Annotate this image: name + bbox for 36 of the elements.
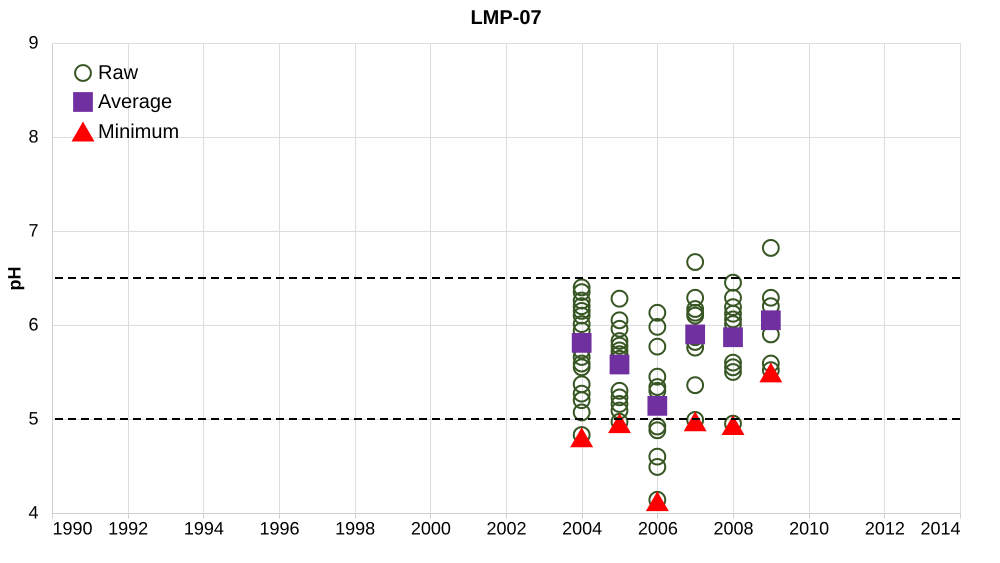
y-tick-label: 7 (28, 220, 38, 240)
x-tick-label: 1992 (108, 518, 148, 538)
point (723, 327, 743, 348)
x-tick-label: 2006 (638, 518, 678, 538)
x-tick-label: 2014 (920, 518, 960, 538)
y-tick-label: 6 (28, 314, 38, 334)
x-tick-label: 1998 (335, 518, 376, 538)
point (685, 324, 706, 344)
point (570, 428, 592, 448)
point (572, 332, 592, 353)
chart-title: LMP-07 (470, 7, 542, 29)
y-tick-label: 4 (28, 502, 38, 522)
y-tick-label: 8 (28, 126, 38, 146)
point (610, 354, 630, 374)
point (647, 396, 668, 416)
y-tick-label: 5 (28, 408, 38, 428)
point (760, 310, 781, 330)
x-tick-label: 2002 (486, 518, 527, 538)
x-tick-label: 2004 (562, 518, 602, 538)
point (760, 364, 782, 382)
point (722, 416, 744, 436)
legend-label: Average (98, 91, 172, 113)
point (684, 412, 706, 432)
legend-label: Minimum (98, 121, 180, 143)
x-tick-label: 2000 (410, 518, 451, 538)
x-tick-label: 2008 (713, 518, 754, 538)
point (608, 414, 630, 434)
legend-label: Raw (98, 62, 139, 84)
y-tick-label: 9 (28, 32, 38, 52)
point (646, 492, 668, 512)
x-tick-label: 1996 (259, 518, 300, 538)
y-axis-title: pH (4, 266, 24, 290)
x-tick-label: 1990 (52, 518, 93, 538)
x-tick-label: 2012 (864, 518, 905, 538)
x-tick-label: 2010 (789, 518, 830, 538)
x-tick-label: 1994 (184, 518, 224, 538)
